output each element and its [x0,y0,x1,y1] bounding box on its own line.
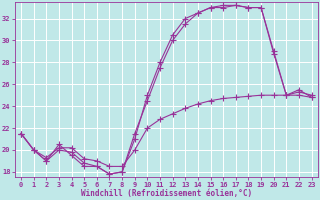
X-axis label: Windchill (Refroidissement éolien,°C): Windchill (Refroidissement éolien,°C) [81,189,252,198]
